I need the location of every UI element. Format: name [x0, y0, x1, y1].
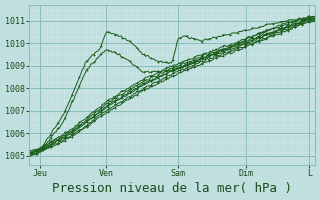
- X-axis label: Pression niveau de la mer( hPa ): Pression niveau de la mer( hPa ): [52, 182, 292, 195]
